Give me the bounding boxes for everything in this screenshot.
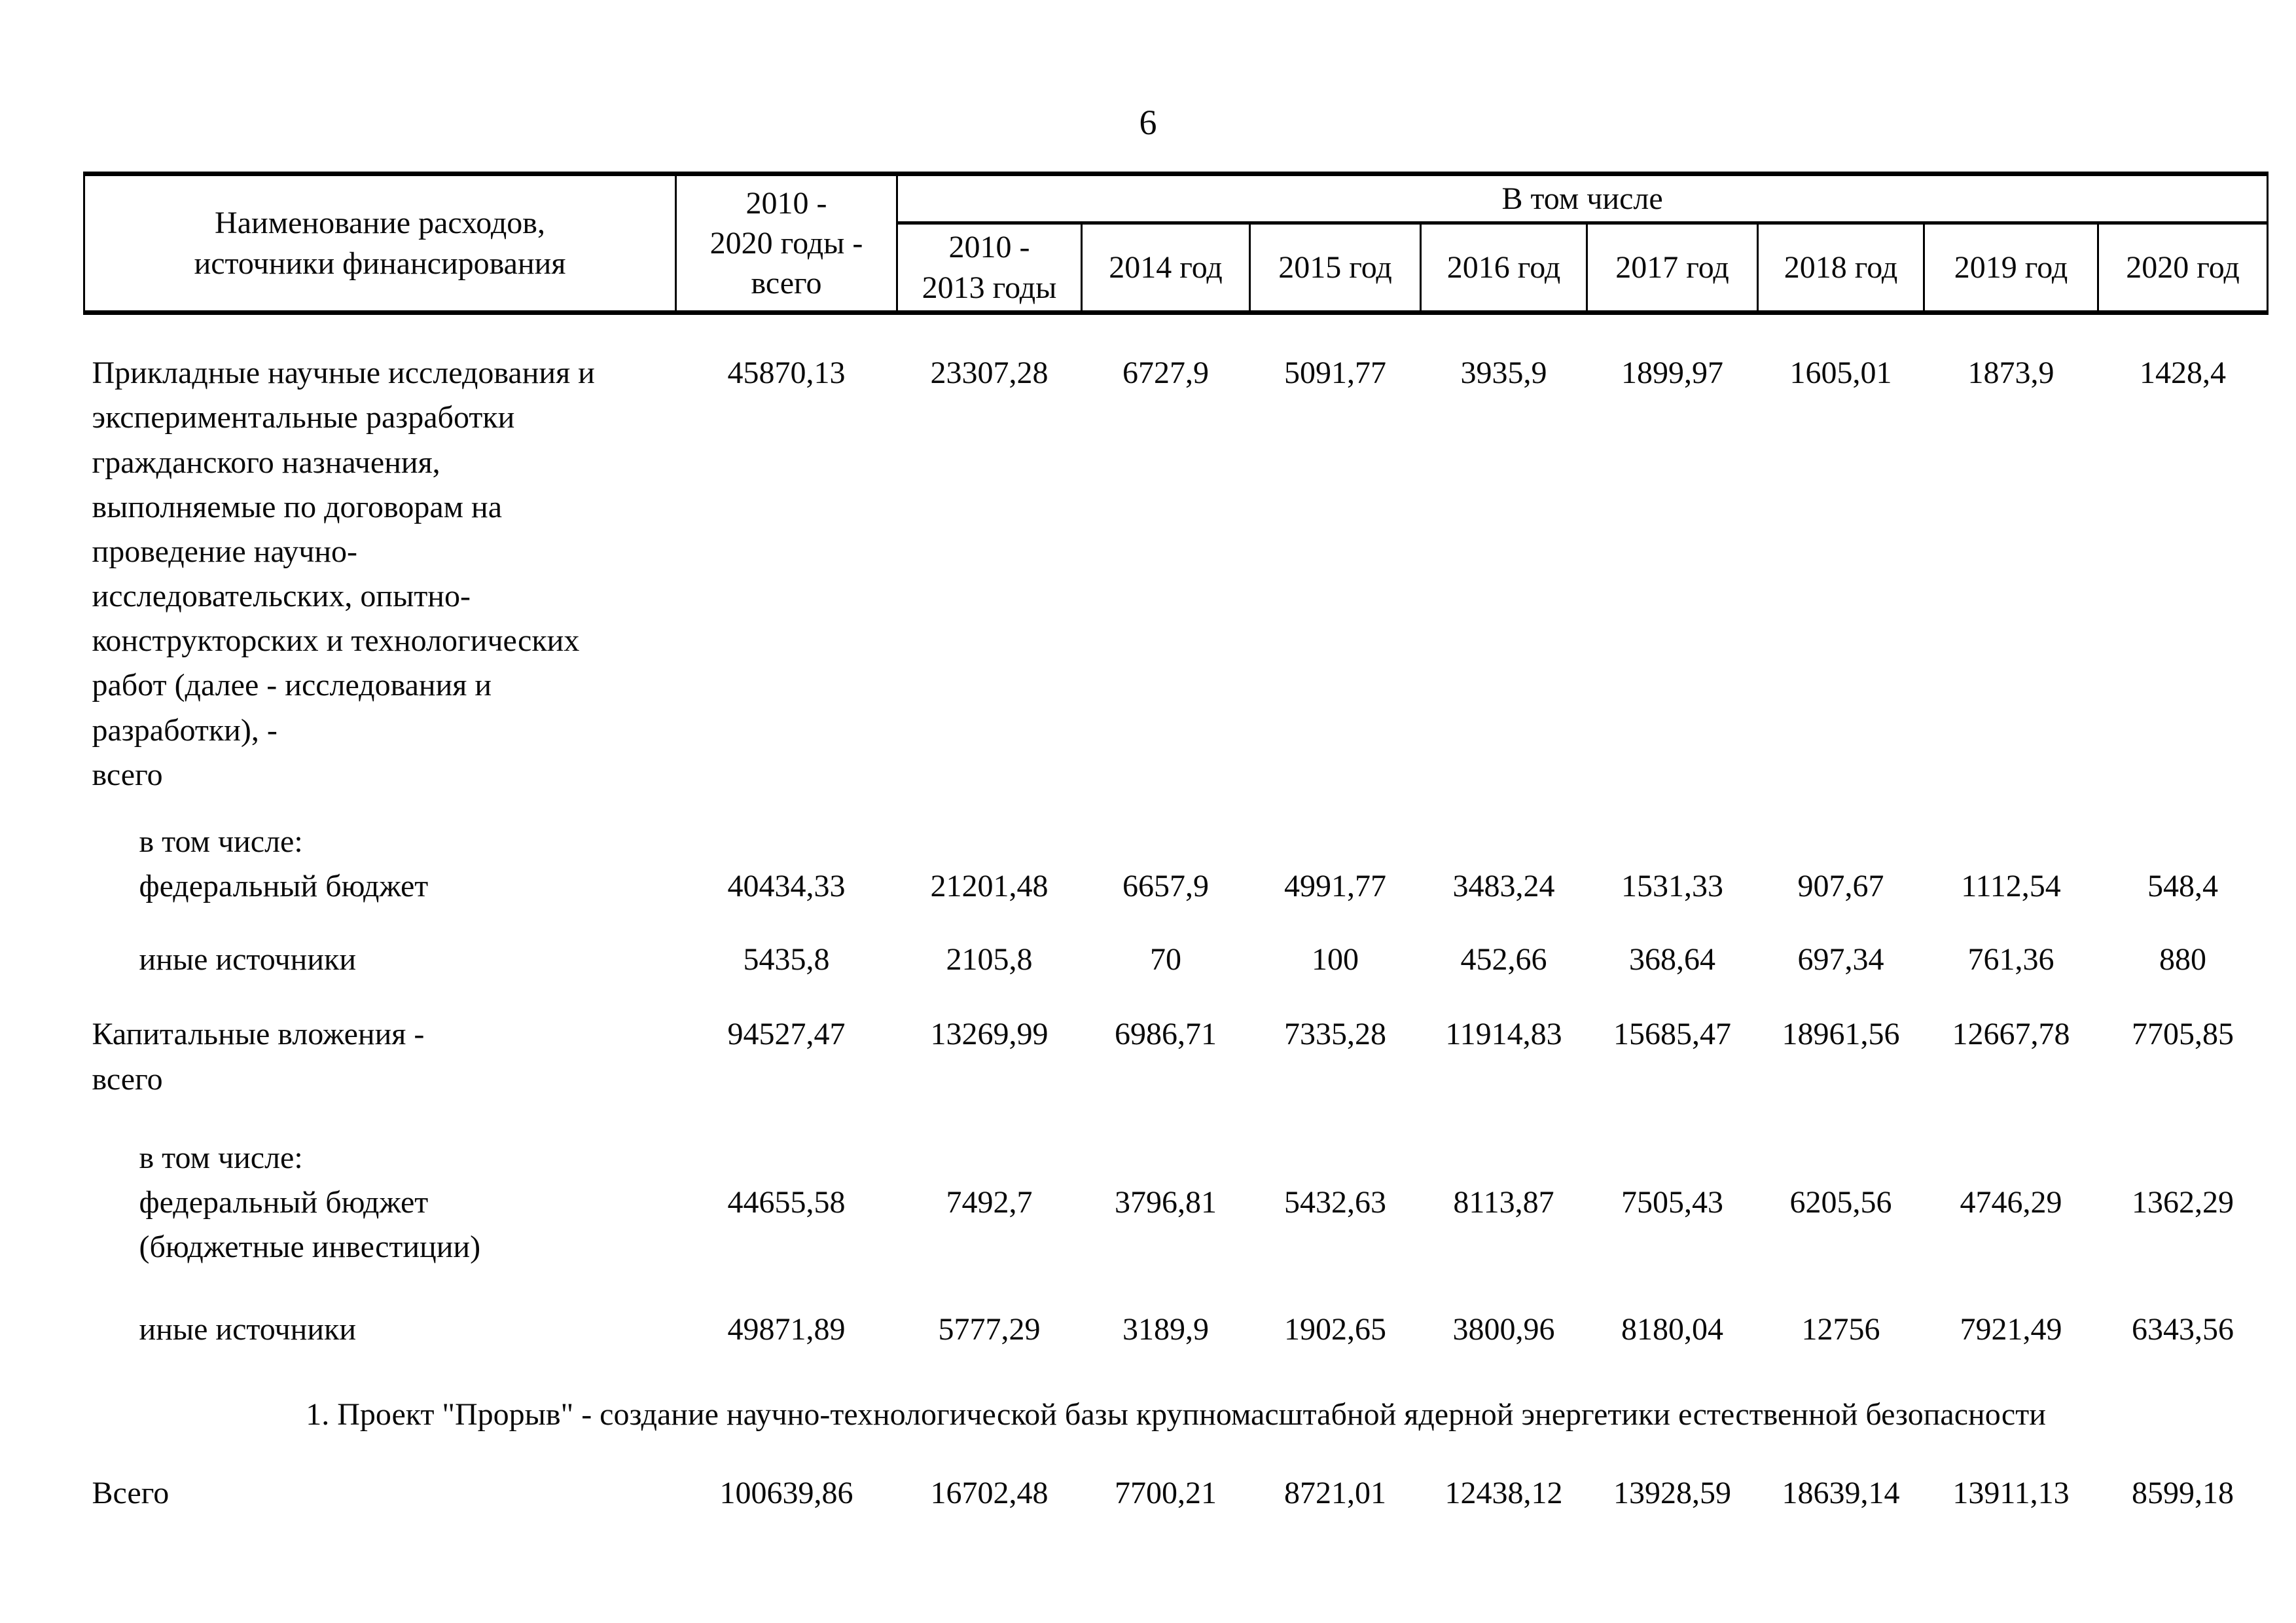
header-year-2017: 2017 год — [1586, 222, 1759, 314]
value-cell: 6727,9 — [1122, 356, 1209, 391]
header-group-label: В том числе — [895, 172, 2269, 225]
value-cell: 18639,14 — [1782, 1476, 1900, 1511]
header-year-2015: 2015 год — [1249, 222, 1422, 314]
table-row-federal-budget-investments: в том числе: федеральный бюджет (бюджетн… — [84, 1102, 2268, 1269]
header-row-years: 2010 - 2013 годы 2014 год 2015 год 2016 … — [84, 222, 2269, 314]
row-label: Всего — [92, 1476, 170, 1511]
value-cell: 11914,83 — [1445, 1017, 1562, 1052]
header-year-2020: 2020 год — [2096, 222, 2269, 314]
value-cell: 8180,04 — [1621, 1312, 1723, 1347]
value-cell: 3800,96 — [1452, 1312, 1555, 1347]
value-cell: 12756 — [1801, 1312, 1880, 1347]
value-cell: 16702,48 — [930, 1476, 1049, 1511]
value-cell: 70 — [1150, 942, 1181, 977]
value-cell: 23307,28 — [930, 356, 1049, 391]
value-cell: 4991,77 — [1284, 869, 1386, 904]
value-cell: 1902,65 — [1284, 1312, 1386, 1347]
value-cell: 12667,78 — [1952, 1017, 2070, 1052]
value-cell: 8721,01 — [1284, 1476, 1386, 1511]
value-cell: 3935,9 — [1460, 356, 1547, 391]
header-row-group: Наименование расходов, источники финанси… — [83, 172, 2269, 314]
table-body: Прикладные научные исследования и экспер… — [84, 313, 2268, 1516]
value-cell: 45870,13 — [727, 356, 846, 391]
value-cell: 100639,86 — [719, 1476, 853, 1511]
value-cell: 1112,54 — [1961, 869, 2061, 904]
value-cell: 44655,58 — [727, 1184, 846, 1220]
value-cell: 15685,47 — [1613, 1017, 1731, 1052]
row-label: иные источники — [139, 942, 357, 977]
header-year-2018: 2018 год — [1757, 222, 1925, 314]
row-label: Капитальные вложения - всего — [92, 1017, 425, 1097]
value-cell: 40434,33 — [727, 869, 846, 904]
value-cell: 907,67 — [1797, 869, 1884, 904]
value-cell: 6657,9 — [1122, 869, 1209, 904]
table-row-total: Всего 100639,86 16702,48 7700,21 8721,01… — [84, 1437, 2268, 1516]
value-cell: 880 — [2159, 942, 2207, 977]
value-cell: 7705,85 — [2132, 1017, 2234, 1052]
value-cell: 4746,29 — [1960, 1184, 2062, 1220]
value-cell: 5777,29 — [938, 1312, 1041, 1347]
section-header-row: 1. Проект "Прорыв" - создание научно-тех… — [84, 1352, 2268, 1437]
value-cell: 5435,8 — [743, 942, 830, 977]
value-cell: 7492,7 — [946, 1184, 1033, 1220]
row-label: иные источники — [139, 1312, 357, 1347]
table-row-other-sources: иные источники 5435,8 2105,8 70 100 452,… — [84, 909, 2268, 982]
value-cell: 1899,97 — [1621, 356, 1723, 391]
value-cell: 94527,47 — [727, 1017, 846, 1052]
table-row-federal-budget: в том числе: федеральный бюджет 40434,33… — [84, 797, 2268, 909]
value-cell: 100 — [1312, 942, 1359, 977]
page-number: 6 — [1139, 103, 1157, 142]
value-cell: 13269,99 — [930, 1017, 1049, 1052]
value-cell: 1362,29 — [2132, 1184, 2234, 1220]
table-header: Наименование расходов, источники финанси… — [83, 172, 2269, 314]
header-year-2016: 2016 год — [1420, 222, 1588, 314]
value-cell: 21201,48 — [930, 869, 1049, 904]
row-label: Прикладные научные исследования и экспер… — [92, 356, 595, 792]
value-cell: 7505,43 — [1621, 1184, 1723, 1220]
table-row-capital-investments: Капитальные вложения - всего 94527,47 13… — [84, 982, 2268, 1101]
value-cell: 452,66 — [1460, 942, 1547, 977]
value-cell: 3796,81 — [1115, 1184, 1217, 1220]
value-cell: 12438,12 — [1444, 1476, 1563, 1511]
value-cell: 2105,8 — [946, 942, 1033, 977]
header-name-col: Наименование расходов, источники финанси… — [83, 172, 677, 314]
header-total-col: 2010 - 2020 годы - всего — [675, 172, 898, 314]
value-cell: 1428,4 — [2140, 356, 2227, 391]
table-row-applied-research: Прикладные научные исследования и экспер… — [84, 313, 2268, 797]
value-cell: 13928,59 — [1613, 1476, 1731, 1511]
value-cell: 697,34 — [1797, 942, 1884, 977]
value-cell: 7700,21 — [1115, 1476, 1217, 1511]
value-cell: 1873,9 — [1967, 356, 2054, 391]
value-cell: 7921,49 — [1960, 1312, 2062, 1347]
table-row-other-sources-2: иные источники 49871,89 5777,29 3189,9 1… — [84, 1269, 2268, 1352]
value-cell: 761,36 — [1967, 942, 2054, 977]
value-cell: 368,64 — [1629, 942, 1715, 977]
value-cell: 6205,56 — [1789, 1184, 1892, 1220]
header-year-2010-2013: 2010 - 2013 годы — [896, 222, 1083, 314]
value-cell: 1531,33 — [1621, 869, 1723, 904]
value-cell: 3189,9 — [1122, 1312, 1209, 1347]
value-cell: 1605,01 — [1789, 356, 1892, 391]
value-cell: 548,4 — [2147, 869, 2219, 904]
section-title: 1. Проект "Прорыв" - создание научно-тех… — [306, 1397, 2046, 1432]
value-cell: 6986,71 — [1115, 1017, 1217, 1052]
value-cell: 6343,56 — [2132, 1312, 2234, 1347]
row-label: в том числе: федеральный бюджет (бюджетн… — [139, 1140, 481, 1264]
row-label: в том числе: федеральный бюджет — [139, 824, 429, 904]
value-cell: 8599,18 — [2132, 1476, 2234, 1511]
value-cell: 5091,77 — [1284, 356, 1386, 391]
header-year-2014: 2014 год — [1081, 222, 1251, 314]
value-cell: 3483,24 — [1452, 869, 1555, 904]
value-cell: 13911,13 — [1952, 1476, 2070, 1511]
value-cell: 18961,56 — [1782, 1017, 1900, 1052]
value-cell: 49871,89 — [727, 1312, 846, 1347]
header-year-2019: 2019 год — [1923, 222, 2099, 314]
value-cell: 8113,87 — [1453, 1184, 1554, 1220]
value-cell: 7335,28 — [1284, 1017, 1386, 1052]
financing-table: Наименование расходов, источники финанси… — [83, 172, 2269, 1516]
value-cell: 5432,63 — [1284, 1184, 1386, 1220]
